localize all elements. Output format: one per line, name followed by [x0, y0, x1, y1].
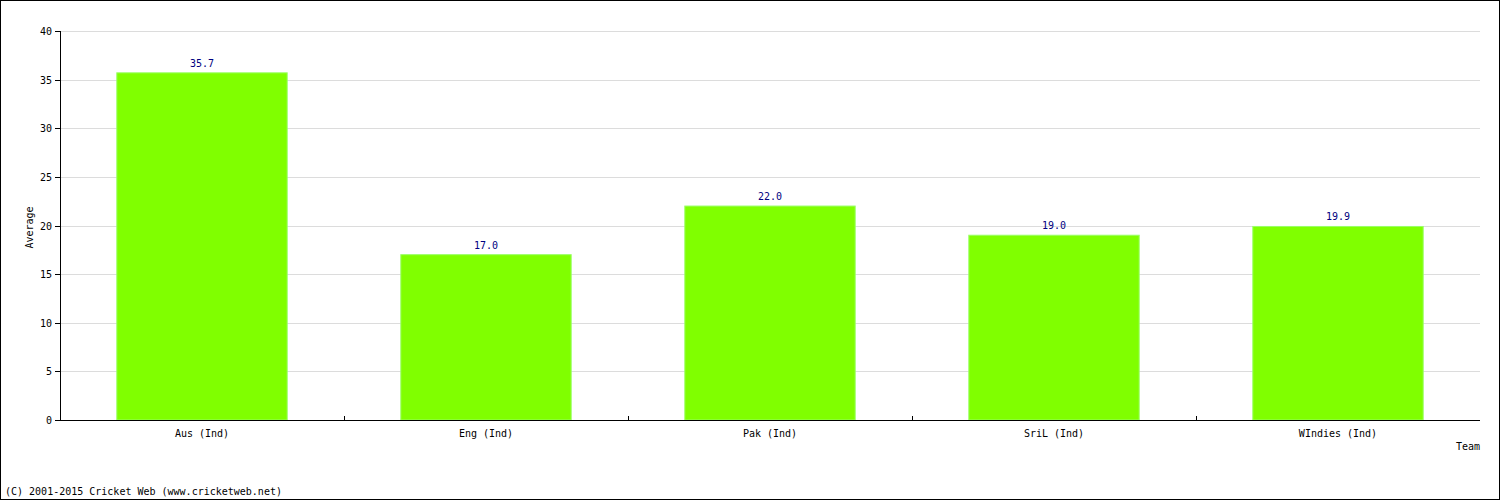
y-tick-label: 30	[40, 123, 52, 134]
y-tick	[55, 274, 60, 275]
y-tick-label: 25	[40, 172, 52, 183]
category-separator	[1196, 416, 1197, 420]
data-label: 19.0	[1042, 220, 1066, 231]
chart: 0 5 10 15 20 25 30 35 40 35.7 17.0 22.0 19.0 19.9 Aus …	[0, 0, 1500, 500]
data-label: 22.0	[758, 191, 782, 202]
y-tick-label: 10	[40, 318, 52, 329]
y-tick-label: 0	[46, 415, 52, 426]
x-tick-label: WIndies (Ind)	[1299, 428, 1377, 439]
x-tick-label: SriL (Ind)	[1024, 428, 1084, 439]
y-tick-label: 20	[40, 221, 52, 232]
y-tick-label: 35	[40, 75, 52, 86]
y-tick	[55, 371, 60, 372]
grid-line	[60, 420, 1480, 421]
footer: (C) 2001-2015 Cricket Web (www.cricketwe…	[5, 486, 282, 497]
x-tick-label: Eng (Ind)	[459, 428, 513, 439]
bar	[685, 206, 855, 420]
y-tick	[55, 226, 60, 227]
data-label: 19.9	[1326, 211, 1350, 222]
y-tick	[55, 177, 60, 178]
x-axis	[60, 420, 1480, 421]
x-axis-title: Team	[1456, 441, 1480, 452]
y-axis	[60, 31, 61, 420]
y-tick	[55, 31, 60, 32]
x-tick-label: Pak (Ind)	[743, 428, 797, 439]
category-separator	[344, 416, 345, 420]
bar	[969, 235, 1139, 420]
bar	[1253, 226, 1423, 420]
y-tick	[55, 128, 60, 129]
category-separator	[912, 416, 913, 420]
y-tick-label: 15	[40, 269, 52, 280]
y-tick-label: 5	[46, 366, 52, 377]
y-axis-title: Average	[24, 206, 35, 248]
y-tick	[55, 420, 60, 421]
y-tick	[55, 80, 60, 81]
frame	[1, 1, 1500, 500]
background	[0, 0, 1500, 500]
x-tick-label: Aus (Ind)	[175, 428, 229, 439]
bar	[117, 73, 287, 420]
data-label: 17.0	[474, 240, 498, 251]
bars	[117, 73, 1423, 420]
y-tick	[55, 323, 60, 324]
grid-line	[60, 31, 1480, 32]
bar	[401, 255, 571, 420]
y-tick-label: 40	[40, 26, 52, 37]
data-label: 35.7	[190, 58, 214, 69]
category-separator	[628, 416, 629, 420]
